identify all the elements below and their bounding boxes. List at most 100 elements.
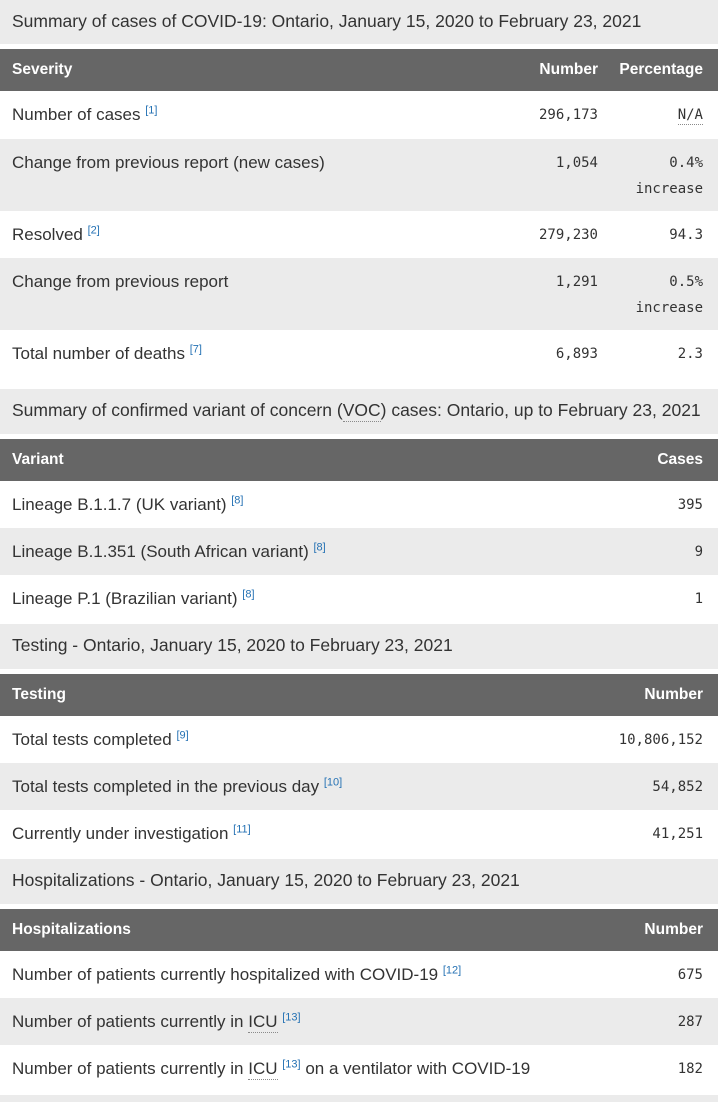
cell-percentage: N/A: [600, 91, 718, 138]
column-header-severity: Severity: [0, 49, 480, 92]
cases-summary-section: Summary of cases of COVID-19: Ontario, J…: [0, 0, 718, 378]
hospitalizations-table: Hospitalizations Number Number of patien…: [0, 908, 718, 1093]
cell-number: 10,806,152: [618, 731, 703, 748]
table-row: Change from previous report 1,291 0.5% in…: [0, 257, 718, 330]
table-row: Total tests completed in the previous da…: [0, 762, 718, 811]
row-label: Number of cases: [12, 105, 141, 125]
footnote-link[interactable]: [9]: [176, 728, 189, 741]
cases-summary-table: Severity Number Percentage Number of cas…: [0, 49, 718, 378]
row-label: Currently under investigation: [12, 824, 229, 844]
table-row: Resolved [2] 279,230 94.3: [0, 210, 718, 258]
percentage-qualifier: increase: [635, 299, 703, 316]
row-label: Number of patients currently hospitalize…: [12, 964, 439, 984]
cell-number: 296,173: [538, 107, 598, 124]
table-row: Total tests completed [9] 10,806,152: [0, 715, 718, 763]
footnote-marker: [11]: [233, 823, 251, 835]
footnote-marker: [12]: [443, 964, 461, 976]
footnote-link[interactable]: [2]: [87, 223, 100, 236]
column-header-percentage: Percentage: [600, 49, 718, 92]
table-row: Number of patients currently hospitalize…: [0, 950, 718, 998]
table-caption: Summary of cases of COVID-19: Ontario, J…: [0, 0, 718, 45]
row-label: Resolved: [12, 224, 83, 244]
footnote-marker: [1]: [145, 105, 157, 117]
cell-number: 1,291: [555, 273, 598, 290]
table-row: Currently under investigation [11] 41,25…: [0, 810, 718, 858]
table-row: Number of cases [1] 296,173 N/A: [0, 91, 718, 139]
table-row: Number of patients currently in ICU [13]…: [0, 998, 718, 1046]
row-label: Total tests completed in the previous da…: [12, 776, 320, 796]
footnote-link[interactable]: [13]: [282, 1011, 301, 1024]
column-header-number: Number: [548, 673, 718, 716]
footnote-marker: [13]: [282, 1011, 300, 1023]
footnote-link[interactable]: [7]: [189, 343, 202, 356]
row-label: Total number of deaths: [12, 343, 185, 363]
header-row: Testing Number: [0, 673, 718, 716]
footnote-marker: [8]: [231, 494, 243, 506]
cell-percentage: 0.4% increase: [600, 139, 718, 211]
column-header-variant: Variant: [0, 438, 548, 481]
table-row: Total number of deaths [7] 6,893 2.3: [0, 329, 718, 378]
footnote-link[interactable]: [8]: [231, 493, 244, 506]
cell-number: 54,852: [652, 778, 703, 795]
cell-number: 279,230: [538, 226, 598, 243]
cell-percentage: 94.3: [669, 226, 703, 243]
cell-number: 6,893: [555, 345, 598, 362]
voc-table: Variant Cases Lineage B.1.1.7 (UK varian…: [0, 438, 718, 623]
row-label: Lineage P.1 (Brazilian variant): [12, 589, 238, 608]
footnote-link[interactable]: [8]: [313, 541, 326, 554]
percentage-qualifier: increase: [635, 180, 703, 197]
row-label: Number of patients currently in: [12, 1012, 244, 1031]
footnote-marker: [9]: [176, 729, 188, 741]
column-header-cases: Cases: [548, 438, 718, 481]
table-row: Lineage B.1.351 (South African variant) …: [0, 527, 718, 575]
footnote-link[interactable]: [11]: [233, 823, 251, 836]
footnote-link[interactable]: [13]: [282, 1058, 301, 1071]
footnote-marker: [8]: [313, 541, 325, 553]
cell-number: 675: [677, 966, 703, 983]
table-row: Lineage P.1 (Brazilian variant) [8] 1: [0, 575, 718, 623]
footnote-link[interactable]: [12]: [442, 964, 462, 977]
header-row: Variant Cases: [0, 438, 718, 481]
footnote-marker: [2]: [88, 224, 100, 236]
table-caption: Summary of confirmed variant of concern …: [0, 389, 718, 434]
footnote-marker: [7]: [190, 343, 202, 355]
cell-number: 41,251: [652, 826, 703, 843]
row-label: Lineage B.1.1.7 (UK variant): [12, 494, 227, 514]
footnote-link[interactable]: [10]: [323, 776, 343, 789]
table-row: Number of patients currently in ICU [13]…: [0, 1045, 718, 1093]
testing-table: Testing Number Total tests completed [9]…: [0, 673, 718, 858]
cell-cases: 1: [694, 591, 703, 607]
table-row: Lineage B.1.1.7 (UK variant) [8] 395: [0, 480, 718, 528]
header-row: Severity Number Percentage: [0, 49, 718, 92]
row-label: Lineage B.1.351 (South African variant): [12, 541, 309, 561]
row-label: Change from previous report (new cases): [12, 152, 325, 172]
hospitalizations-section: Hospitalizations - Ontario, January 15, …: [0, 859, 718, 1093]
cell-number: 1,054: [555, 154, 598, 171]
column-header-testing: Testing: [0, 673, 548, 716]
cell-number: 182: [677, 1061, 703, 1078]
abbr-icu: ICU: [248, 1059, 278, 1081]
row-label-continued: on a ventilator with COVID-19: [305, 1059, 531, 1079]
testing-section: Testing - Ontario, January 15, 2020 to F…: [0, 624, 718, 858]
abbr-na: N/A: [677, 107, 703, 126]
footnote-marker: [10]: [324, 776, 342, 788]
abbr-voc: VOC: [342, 400, 381, 423]
footnote-link[interactable]: [1]: [145, 104, 158, 117]
column-header-hospitalizations: Hospitalizations: [0, 908, 548, 951]
column-header-number: Number: [548, 908, 718, 951]
abbr-icu: ICU: [248, 1012, 278, 1033]
voc-summary-section: Summary of confirmed variant of concern …: [0, 389, 718, 623]
cell-cases: 9: [694, 543, 703, 560]
footnote-marker: [13]: [282, 1059, 300, 1071]
row-label: Change from previous report: [12, 271, 229, 291]
footnote-link[interactable]: [8]: [242, 588, 255, 601]
row-label: Number of patients currently in: [12, 1059, 244, 1079]
table-caption: Testing - Ontario, January 15, 2020 to F…: [0, 624, 718, 669]
cell-number: 287: [677, 1014, 703, 1030]
row-label: Total tests completed: [12, 729, 172, 749]
header-row: Hospitalizations Number: [0, 908, 718, 951]
table-caption: Hospitalizations - Ontario, January 15, …: [0, 859, 718, 904]
cell-percentage: 0.5% increase: [600, 258, 718, 330]
cell-percentage: 2.3: [677, 345, 703, 362]
